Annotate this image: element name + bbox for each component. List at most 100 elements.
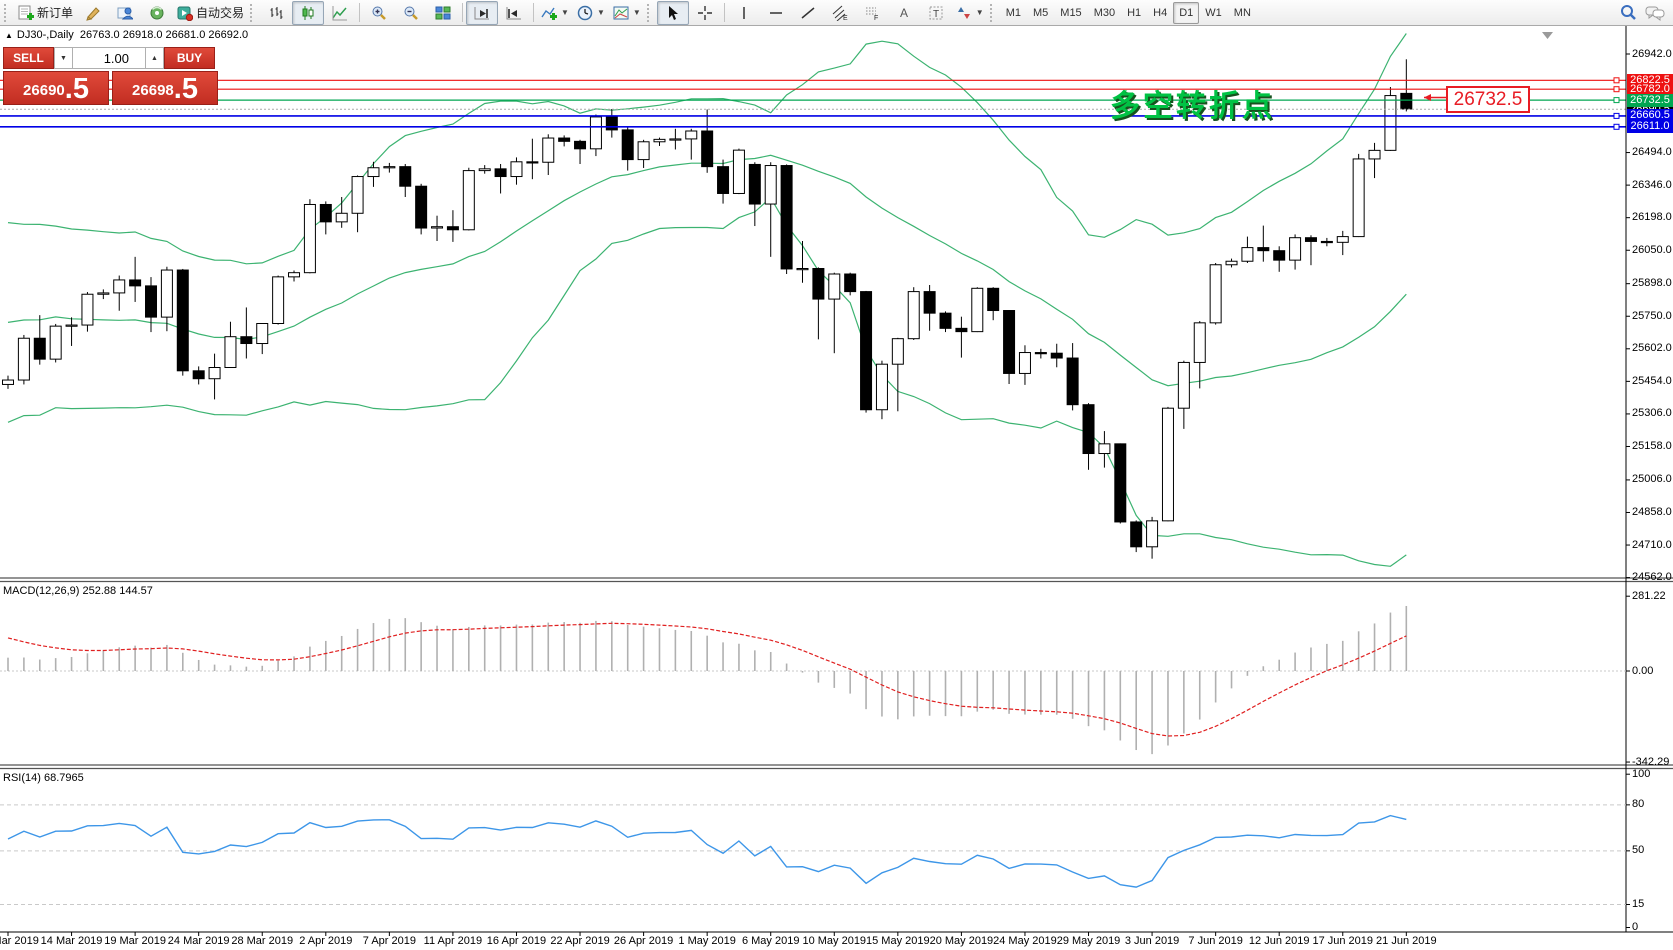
bull-candle xyxy=(431,226,444,229)
bear-candle xyxy=(987,287,1000,312)
equidistant-channel-icon: E xyxy=(832,5,848,21)
search-icon[interactable] xyxy=(1620,4,1637,21)
autotrading-label: 自动交易 xyxy=(196,6,245,20)
trendline-button[interactable] xyxy=(792,1,824,25)
toolbar-grip[interactable] xyxy=(250,3,256,22)
bear-candle xyxy=(860,291,873,411)
fibonacci-icon: F xyxy=(865,7,878,21)
chat-icon[interactable] xyxy=(1645,5,1665,21)
vertical-line-button[interactable] xyxy=(728,1,760,25)
bull-candle xyxy=(383,166,396,169)
sell-button[interactable]: SELL xyxy=(3,47,54,69)
volume-decrease-button[interactable]: ▼ xyxy=(54,47,73,69)
horizontal-line-button[interactable] xyxy=(760,1,792,25)
bear-candle xyxy=(1034,352,1047,355)
zoom-out-button[interactable] xyxy=(395,1,427,25)
timeframe-button-d1[interactable]: D1 xyxy=(1173,1,1200,24)
arrows-button[interactable]: ▼ xyxy=(952,1,988,25)
buy-price-display[interactable]: 26698.5 xyxy=(112,71,218,105)
toolbar-grip[interactable] xyxy=(4,3,10,22)
timeframe-button-m30[interactable]: M30 xyxy=(1093,6,1116,19)
timeframe-button-h4[interactable]: H4 xyxy=(1153,6,1168,19)
indicators-icon xyxy=(541,7,558,20)
horizontal-line-icon xyxy=(769,11,782,14)
expert-advisors-button[interactable] xyxy=(109,1,141,25)
crosshair-icon xyxy=(697,5,712,20)
svg-text:A: A xyxy=(900,6,908,20)
new-order-icon xyxy=(18,5,34,20)
toolbar-grip[interactable] xyxy=(646,3,653,22)
bear-candle xyxy=(574,140,587,150)
new-order-button[interactable]: 新订单 xyxy=(14,1,77,25)
bull-candle xyxy=(1161,407,1174,522)
crosshair-button[interactable] xyxy=(689,1,721,25)
bull-candle xyxy=(65,324,78,327)
bull-candle xyxy=(1289,237,1302,261)
bear-candle xyxy=(1273,250,1286,261)
bull-candle xyxy=(875,363,888,411)
chart-area: ▲ DJ30-,Daily 26763.0 26918.0 26681.0 266… xyxy=(0,26,1673,950)
timeframe-button-mn[interactable]: MN xyxy=(1233,6,1251,19)
chart-shift-button[interactable] xyxy=(498,1,530,25)
bear-candle xyxy=(844,273,857,293)
autotrading-button[interactable]: 自动交易 xyxy=(173,1,248,25)
bull-candle xyxy=(589,116,602,150)
buy-price-main: 26698 xyxy=(132,82,174,99)
timeframe-button-w1[interactable]: W1 xyxy=(1205,6,1222,19)
line-endpoint-handle xyxy=(1613,77,1620,84)
indicators-button[interactable]: ▼ xyxy=(537,1,573,25)
svg-text:E: E xyxy=(843,15,848,21)
bull-candle xyxy=(256,323,269,345)
styles-button[interactable] xyxy=(77,1,109,25)
bear-candle xyxy=(446,226,459,231)
volume-increase-button[interactable]: ▲ xyxy=(145,47,164,69)
bull-candle xyxy=(1225,260,1238,266)
bull-candle xyxy=(1018,352,1031,374)
equidistant-channel-button[interactable]: E xyxy=(824,1,856,25)
bull-candle xyxy=(1193,322,1206,363)
dropdown-arrow-icon: ▼ xyxy=(975,8,984,17)
bull-candle xyxy=(510,161,523,178)
toolbar-separator xyxy=(533,3,535,22)
sell-price-display[interactable]: 26690.5 xyxy=(3,71,109,105)
chart-canvas[interactable] xyxy=(0,26,1673,950)
bull-candle xyxy=(907,291,920,340)
line-chart-button[interactable] xyxy=(324,1,356,25)
svg-text:F: F xyxy=(874,15,878,21)
bear-candle xyxy=(621,129,634,161)
bear-candle xyxy=(145,285,158,318)
timeframe-button-h1[interactable]: H1 xyxy=(1127,6,1142,19)
dropdown-arrow-icon: ▼ xyxy=(632,8,641,17)
periods-button[interactable]: ▼ xyxy=(573,1,609,25)
templates-button[interactable]: ▼ xyxy=(609,1,645,25)
text-label-button[interactable]: T xyxy=(920,1,952,25)
bear-candle xyxy=(1304,237,1317,242)
timeframe-button-m1[interactable]: M1 xyxy=(1005,6,1021,19)
market-data-button[interactable] xyxy=(141,1,173,25)
bar-chart-button[interactable] xyxy=(260,1,292,25)
bull-candle xyxy=(49,325,62,360)
tile-windows-button[interactable] xyxy=(427,1,459,25)
line-endpoint-handle xyxy=(1613,97,1620,104)
text-button[interactable]: A xyxy=(888,1,920,25)
toolbar-separator xyxy=(359,3,361,22)
timeframe-group: M1 M5 M15 M30 H1 H4 D1 W1 MN xyxy=(1000,1,1257,24)
bear-candle xyxy=(812,268,825,300)
timeframe-button-m15[interactable]: M15 xyxy=(1060,6,1082,19)
timeframe-button-m5[interactable]: M5 xyxy=(1033,6,1049,19)
zoom-in-button[interactable] xyxy=(363,1,395,25)
bull-candle xyxy=(160,269,173,318)
auto-scroll-button[interactable] xyxy=(466,0,499,25)
clock-icon xyxy=(577,5,593,20)
toolbar-grip[interactable] xyxy=(989,3,996,22)
crayon-icon xyxy=(86,6,100,21)
cursor-button[interactable] xyxy=(656,0,689,25)
volume-input[interactable]: 1.00 xyxy=(73,47,145,69)
fibonacci-button[interactable]: F xyxy=(856,1,888,25)
bear-candle xyxy=(1320,240,1333,244)
candlestick-chart-button[interactable] xyxy=(292,0,325,25)
buy-button[interactable]: BUY xyxy=(164,47,215,69)
chart-shift-icon xyxy=(506,6,522,19)
price-callout-box[interactable]: 26732.5 xyxy=(1446,86,1530,113)
